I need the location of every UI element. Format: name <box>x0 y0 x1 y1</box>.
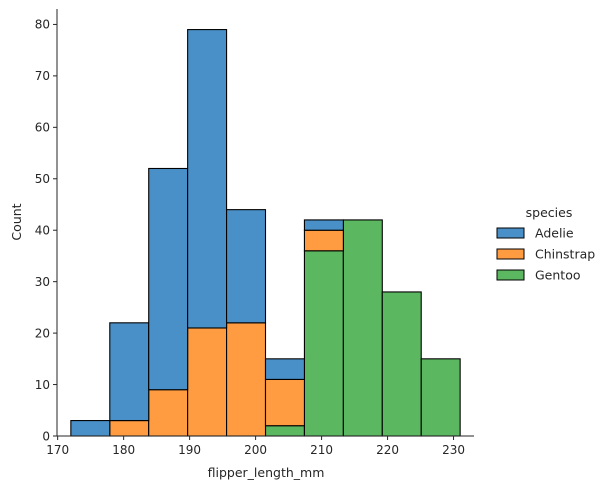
bar-adelie-bin-6 <box>303 219 344 231</box>
bar-chinstrap-bin-5 <box>264 378 305 427</box>
y-tick-label-10: 10 <box>35 378 50 392</box>
x-axis-label: flipper_length_mm <box>208 465 325 480</box>
legend-label-gentoo: Gentoo <box>535 268 581 283</box>
y-tick-label-40: 40 <box>35 224 50 238</box>
bar-chinstrap-bin-1 <box>109 420 150 437</box>
x-tick-label-180: 180 <box>112 443 135 457</box>
bar-chinstrap-bin-3 <box>187 327 228 437</box>
bar-adelie-bin-1 <box>109 322 150 422</box>
y-tick-label-30: 30 <box>35 275 50 289</box>
x-tick-label-170: 170 <box>46 443 69 457</box>
legend-title: species <box>526 205 573 220</box>
bar-chinstrap-bin-6 <box>303 229 344 252</box>
bar-gentoo-bin-5 <box>264 425 305 437</box>
legend-items: Adelie Chinstrap Gentoo <box>496 226 595 283</box>
bars-layer <box>70 29 461 437</box>
bar-adelie-bin-3 <box>187 29 228 329</box>
legend-swatch-gentoo <box>496 269 525 281</box>
legend-label-adelie: Adelie <box>535 226 574 241</box>
y-tick-label-50: 50 <box>35 172 50 186</box>
y-axis-label: Count <box>9 203 24 240</box>
bar-adelie-bin-5 <box>264 358 305 380</box>
legend-swatch-chinstrap <box>496 248 525 260</box>
axes-layer <box>56 9 474 437</box>
x-tick-label-220: 220 <box>376 443 399 457</box>
x-tick-label-200: 200 <box>244 443 267 457</box>
legend: species Adelie Chinstrap Gentoo <box>496 205 595 283</box>
y-ticks: 0 10 20 30 40 50 60 70 80 <box>35 18 57 443</box>
x-tick-label-210: 210 <box>310 443 333 457</box>
legend-swatch-adelie <box>496 227 525 239</box>
legend-label-chinstrap: Chinstrap <box>535 247 595 262</box>
bar-adelie-bin-4 <box>226 209 267 324</box>
bar-gentoo-bin-7 <box>342 219 383 437</box>
bar-gentoo-bin-6 <box>303 250 344 437</box>
y-tick-label-70: 70 <box>35 69 50 83</box>
x-tick-label-230: 230 <box>442 443 465 457</box>
bar-gentoo-bin-9 <box>420 358 461 437</box>
x-tick-label-190: 190 <box>178 443 201 457</box>
bar-adelie-bin-0 <box>70 420 111 437</box>
y-tick-label-60: 60 <box>35 121 50 135</box>
bar-chinstrap-bin-4 <box>226 322 267 437</box>
y-tick-label-0: 0 <box>42 429 50 443</box>
bar-adelie-bin-2 <box>148 167 189 391</box>
bar-gentoo-bin-8 <box>381 291 422 437</box>
bar-chinstrap-bin-2 <box>148 389 189 437</box>
y-tick-label-80: 80 <box>35 18 50 32</box>
x-ticks: 170 180 190 200 210 220 230 <box>46 436 465 457</box>
y-tick-label-20: 20 <box>35 326 50 340</box>
